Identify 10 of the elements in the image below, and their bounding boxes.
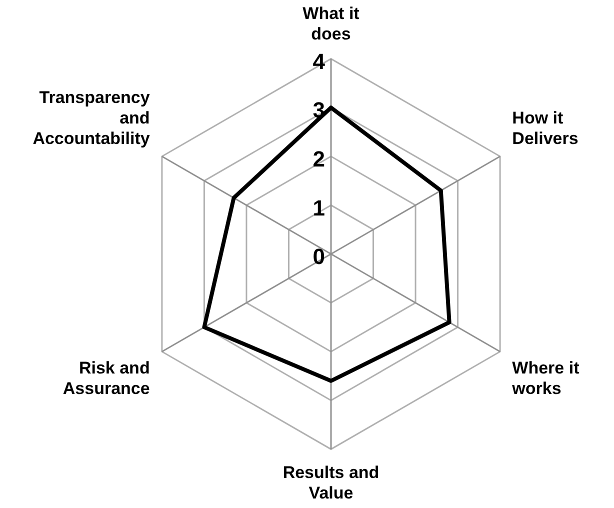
spoke-label: Risk and Assurance	[62, 358, 150, 398]
spoke-label: Where it works	[511, 358, 580, 398]
spoke-label: Transparency and Accountability	[32, 88, 150, 148]
spoke-label: What it does	[302, 4, 360, 44]
y-tick-label: 1	[312, 195, 325, 220]
y-tick-label: 4	[312, 48, 326, 74]
spoke-label: How it Delivers	[512, 108, 578, 148]
y-tick-label: 0	[312, 244, 325, 270]
y-tick-label: 2	[312, 146, 325, 172]
spoke-label: Results and Value	[282, 463, 380, 502]
